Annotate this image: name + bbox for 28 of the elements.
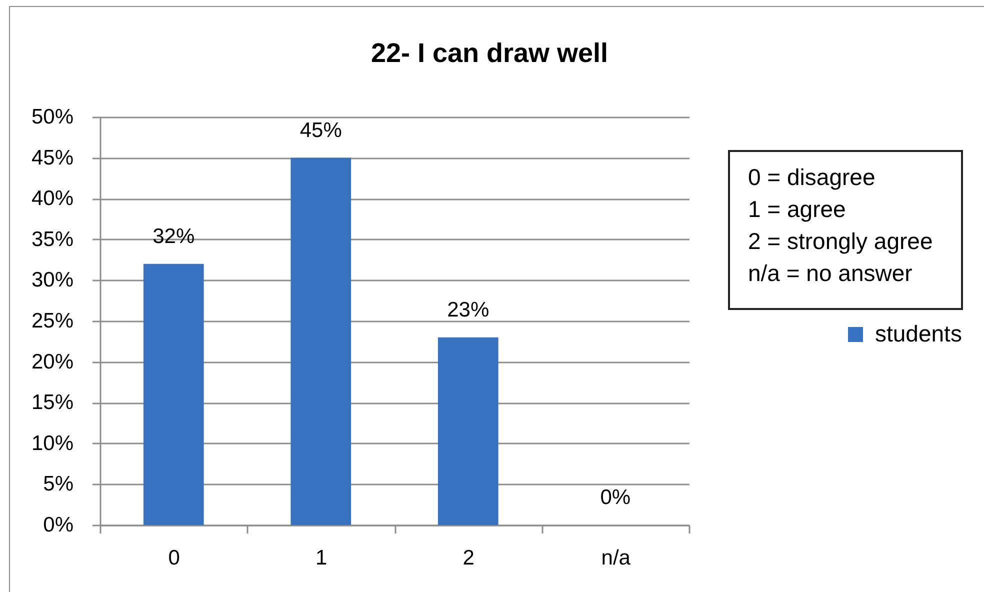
text: 2 = strongly agree <box>748 227 933 256</box>
y-tick-label: 10% <box>31 432 74 455</box>
y-tick-label: 35% <box>31 228 74 251</box>
x-tick-label: 0 <box>168 546 180 570</box>
bar <box>290 158 352 525</box>
text: n/a = no answer <box>748 259 914 288</box>
bar <box>143 264 204 525</box>
y-tick-label: 20% <box>31 350 74 374</box>
y-tick-label: 0% <box>43 514 74 536</box>
y-tick-label: 45% <box>31 146 74 170</box>
data-label: 45% <box>300 118 342 142</box>
y-tick-label: 25% <box>31 310 74 332</box>
text: 0 = disagree <box>748 163 876 192</box>
y-tick-label: 40% <box>31 187 74 210</box>
y-tick-label: 5% <box>43 472 74 496</box>
y-tick-label: 50% <box>31 106 74 128</box>
y-tick-label: 15% <box>31 391 74 414</box>
chart-title: 22- I can draw well <box>370 38 608 68</box>
text: 1 = agree <box>748 195 847 224</box>
x-tick-label: n/a <box>601 546 631 570</box>
y-tick-label: 30% <box>31 268 74 292</box>
x-tick-label: 2 <box>462 546 474 570</box>
bar <box>438 337 498 525</box>
x-tick-label: 1 <box>316 546 328 570</box>
data-label: 23% <box>447 298 490 322</box>
data-label: 0% <box>600 486 631 509</box>
data-label: 32% <box>152 224 195 248</box>
legend-label: students <box>875 320 962 346</box>
